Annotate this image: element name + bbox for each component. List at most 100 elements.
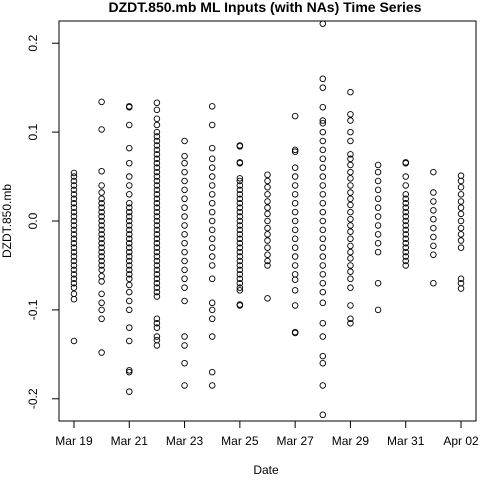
data-point — [153, 262, 161, 269]
data-point — [126, 226, 133, 234]
data-point — [153, 182, 161, 189]
data-point — [347, 201, 354, 209]
data-point — [208, 208, 216, 216]
data-point — [430, 279, 437, 287]
data-point — [153, 293, 161, 300]
data-point — [208, 333, 216, 340]
data-point — [319, 164, 327, 171]
data-point — [208, 199, 216, 207]
data-point — [319, 119, 327, 127]
y-axis: -0.2 -0.1 0.0 0.1 0.2 — [26, 35, 60, 409]
data-point — [208, 368, 216, 376]
data-point — [153, 199, 161, 207]
data-point — [153, 142, 161, 149]
data-point — [126, 288, 133, 296]
data-point — [374, 239, 382, 247]
data-point — [402, 195, 409, 203]
data-point — [236, 186, 244, 194]
data-point — [70, 248, 78, 256]
data-point — [457, 198, 465, 205]
data-point — [319, 173, 327, 180]
data-point — [319, 271, 327, 278]
data-point — [236, 226, 244, 234]
data-point — [126, 182, 133, 189]
data-point — [347, 255, 354, 262]
data-point — [153, 151, 161, 158]
data-point — [291, 112, 299, 120]
y-tick-label: 0.0 — [26, 212, 40, 229]
data-point — [347, 175, 354, 182]
data-point — [208, 299, 216, 307]
data-point — [126, 217, 133, 225]
data-point — [347, 268, 354, 275]
data-point — [402, 226, 409, 234]
data-point — [457, 275, 465, 283]
data-point — [457, 172, 465, 179]
data-point — [126, 144, 133, 152]
data-point — [402, 257, 409, 265]
data-point — [347, 151, 354, 158]
data-point — [153, 164, 161, 171]
y-tick-label: 0.1 — [26, 123, 40, 140]
data-point — [236, 275, 244, 283]
data-point — [153, 128, 161, 136]
data-point — [457, 224, 465, 232]
data-point — [347, 182, 354, 189]
data-point — [181, 213, 188, 220]
y-axis-label: DZDT.850.mb — [0, 184, 14, 258]
data-point — [98, 167, 105, 175]
data-point — [291, 208, 299, 216]
data-point — [347, 315, 354, 323]
data-point — [153, 284, 161, 291]
data-point — [430, 168, 437, 176]
data-point — [181, 342, 188, 349]
data-point — [264, 183, 271, 191]
data-point — [181, 257, 188, 265]
data-point — [319, 117, 327, 124]
data-point — [319, 244, 327, 251]
data-point — [291, 253, 299, 260]
data-point — [236, 271, 244, 278]
data-point — [98, 222, 105, 229]
data-point — [264, 177, 271, 185]
data-point — [153, 279, 161, 287]
data-point — [319, 182, 327, 189]
data-point — [457, 204, 465, 211]
data-point — [70, 295, 78, 303]
data-point — [208, 306, 216, 314]
data-point — [319, 208, 327, 216]
data-point — [236, 177, 244, 185]
data-point — [236, 175, 244, 182]
data-point — [319, 352, 327, 360]
data-points — [70, 20, 465, 419]
data-point — [98, 306, 105, 314]
data-point — [70, 186, 78, 194]
data-point — [457, 177, 465, 185]
data-point — [457, 217, 465, 225]
data-point — [347, 117, 354, 124]
data-point — [319, 75, 327, 83]
data-point — [153, 146, 161, 154]
data-point — [208, 155, 216, 163]
data-point — [291, 146, 299, 154]
data-point — [291, 276, 299, 283]
data-point — [153, 266, 161, 274]
data-point — [236, 159, 244, 167]
data-point — [126, 239, 133, 247]
plot-frame — [58, 20, 477, 422]
data-point — [126, 262, 133, 269]
data-point — [319, 199, 327, 207]
data-point — [319, 382, 327, 389]
data-point — [347, 128, 354, 136]
data-point — [153, 275, 161, 283]
data-point — [264, 251, 271, 259]
data-point — [236, 222, 244, 229]
data-point — [208, 103, 216, 110]
data-point — [319, 288, 327, 296]
data-point — [402, 182, 409, 189]
data-point — [264, 204, 271, 211]
data-point — [126, 235, 133, 243]
data-point — [319, 217, 327, 225]
data-point — [347, 275, 354, 283]
data-point — [208, 217, 216, 225]
